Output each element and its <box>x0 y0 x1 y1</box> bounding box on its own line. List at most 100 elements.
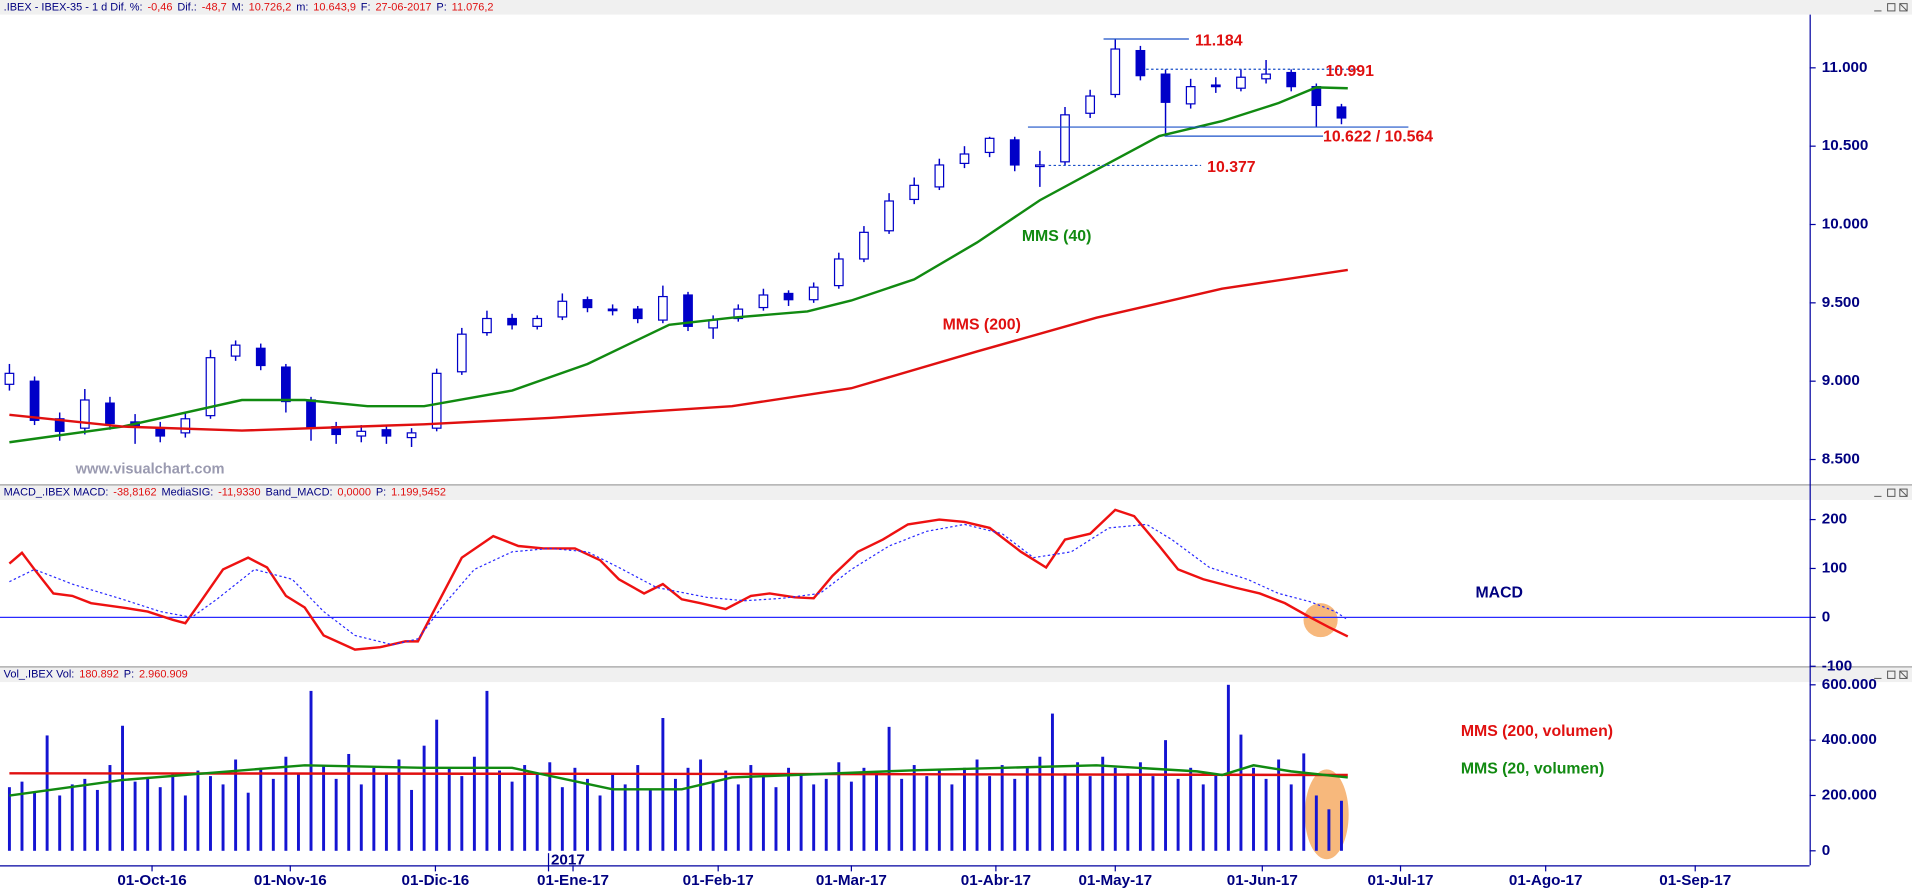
candle-body <box>934 164 945 188</box>
x-tick-label: 01-May-17 <box>1078 872 1152 889</box>
series-line <box>9 764 1348 797</box>
title-part: 180.892 <box>79 669 119 681</box>
volume-bar <box>661 718 665 851</box>
panel-title: MACD_.IBEX MACD: -38,8162 MediaSIG: -11,933… <box>4 487 446 499</box>
y-tick-label: 9.000 <box>1822 372 1860 389</box>
candle-body <box>532 317 543 327</box>
volume-bar <box>611 773 615 851</box>
candle-body <box>658 295 668 321</box>
volume-bar <box>761 776 765 851</box>
candle-body <box>1085 95 1096 114</box>
series-label: MMS (200, volumen) <box>1461 723 1613 740</box>
title-part: 0,0000 <box>337 487 371 499</box>
volume-bar <box>133 781 137 851</box>
volume-bar <box>447 767 451 851</box>
volume-bar <box>372 767 376 851</box>
volume-bar <box>875 773 878 851</box>
series-line <box>8 508 1349 651</box>
volume-bar <box>837 762 841 851</box>
volume-bar <box>887 726 891 851</box>
volume-bar <box>1289 784 1293 851</box>
candle-body <box>607 308 618 312</box>
series-label: MACD <box>1475 585 1523 602</box>
window-buttons[interactable] <box>1874 3 1908 679</box>
volume-bar <box>812 784 816 851</box>
candle-body <box>54 418 65 432</box>
candle-body <box>884 200 894 232</box>
volume-bar <box>246 792 250 851</box>
series-line <box>9 523 1349 646</box>
candle-body <box>557 300 568 318</box>
volume-bar <box>58 795 62 851</box>
candle-body <box>29 380 40 421</box>
candle-body <box>180 418 191 434</box>
x-tick-label: 01-Ago-17 <box>1509 872 1583 889</box>
volume-bar <box>1327 809 1331 851</box>
y-tick-label: 0 <box>1822 842 1830 859</box>
volume-bar <box>535 773 539 851</box>
candle-body <box>984 137 995 154</box>
volume-bar <box>573 767 577 851</box>
y-tick-label: 200.000 <box>1822 787 1877 804</box>
title-part: -11,9330 <box>218 487 260 499</box>
level-label: 10.622 / 10.564 <box>1323 129 1433 146</box>
x-tick-label: 01-Nov-16 <box>254 872 327 889</box>
volume-bar <box>95 789 99 851</box>
candle-body <box>4 372 15 385</box>
volume-bar <box>774 787 778 851</box>
title-part: MACD_.IBEX MACD: <box>4 487 109 499</box>
volume-bar <box>1214 773 1218 851</box>
candle-body <box>1236 76 1246 89</box>
series-label: MMS (200) <box>943 316 1021 333</box>
volume-bar <box>1101 756 1105 851</box>
volume-bar <box>322 765 326 851</box>
title-part: M: <box>232 1 244 13</box>
title-part: F: <box>361 1 371 13</box>
title-part: Dif.: <box>177 1 196 13</box>
volume-bar <box>1013 778 1017 851</box>
y-tick-label: 9.500 <box>1822 294 1860 311</box>
volume-bar <box>1264 778 1268 851</box>
level-label: 10.991 <box>1325 63 1374 80</box>
volume-bar <box>259 767 263 851</box>
volume-bar <box>171 773 175 851</box>
x-tick-label: 01-Abr-17 <box>961 872 1031 889</box>
candle-body <box>1110 48 1121 96</box>
title-part: -38,8162 <box>113 487 156 499</box>
title-part: P: <box>376 487 386 499</box>
volume-bar <box>234 759 238 851</box>
candle-body <box>808 286 819 301</box>
y-tick-label: 400.000 <box>1822 731 1877 748</box>
y-tick-label: 0 <box>1822 608 1830 625</box>
y-tick-label: -100 <box>1822 657 1852 674</box>
candle-body <box>1261 73 1271 80</box>
candle-body <box>1210 84 1221 88</box>
candle-body <box>1185 86 1196 105</box>
candle-body <box>356 430 367 437</box>
volume-bar <box>648 789 652 851</box>
volume-bar <box>963 767 966 851</box>
title-part: 10.726,2 <box>249 1 292 13</box>
candle-body <box>1135 49 1146 77</box>
candle-body <box>255 347 266 367</box>
candle-body <box>1336 106 1347 119</box>
candle-body <box>79 399 90 429</box>
series-line <box>9 268 1348 432</box>
volume-bar <box>221 784 225 851</box>
y-tick-label: 10.000 <box>1822 216 1869 233</box>
volume-bar <box>560 787 564 851</box>
volume-bar <box>1025 767 1029 851</box>
candle-body <box>582 299 593 309</box>
candle-body <box>155 427 166 437</box>
panel-title: Vol_.IBEX Vol: 180.892 P: 2.960.909 <box>4 669 188 681</box>
candle-body <box>105 402 115 425</box>
x-tick-label: 01-Dic-16 <box>402 872 470 889</box>
year-label: 2017 <box>551 851 585 868</box>
volume-bar <box>309 690 313 851</box>
x-tick-label: 01-Feb-17 <box>683 872 754 889</box>
title-part: .IBEX - IBEX-35 - 1 d Dif. %: <box>4 1 143 13</box>
volume-bar <box>1138 762 1142 851</box>
volume-bar <box>146 778 150 851</box>
volume-bar <box>1176 778 1180 851</box>
